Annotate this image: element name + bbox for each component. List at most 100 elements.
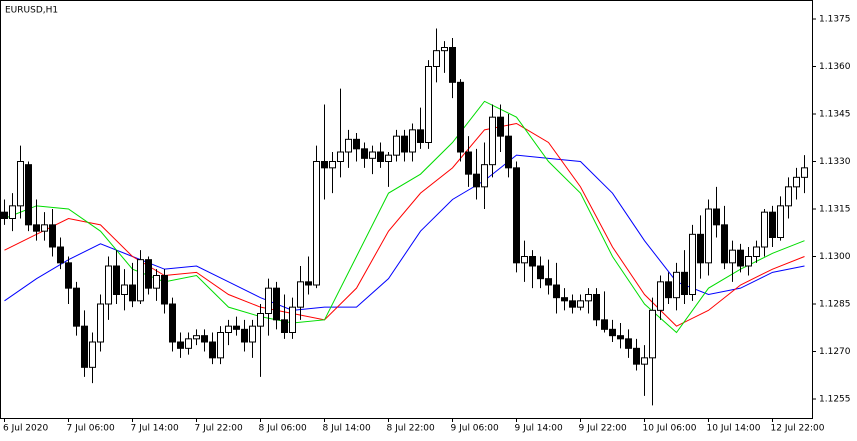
candle-body xyxy=(465,151,472,175)
candle-body xyxy=(609,328,616,337)
candle-body xyxy=(425,66,432,143)
candle-body xyxy=(25,164,32,226)
alligator-line xyxy=(4,154,805,311)
candle-body xyxy=(33,224,40,232)
candle-body xyxy=(657,281,664,311)
candle-body xyxy=(745,256,752,267)
candle-body xyxy=(449,47,456,83)
candle-body xyxy=(369,151,376,159)
x-tick-label: 7 Jul 22:00 xyxy=(195,424,244,434)
candle-body xyxy=(537,265,544,280)
candle-body xyxy=(81,325,88,368)
candle-body xyxy=(169,303,176,343)
candle-body xyxy=(393,135,400,156)
y-tick-label: 1.1315 xyxy=(819,205,851,215)
candle-body xyxy=(121,284,128,295)
candle-body xyxy=(489,116,496,166)
candle-body xyxy=(313,161,320,286)
candle-body xyxy=(409,129,416,153)
candle-body xyxy=(257,313,264,327)
y-tick-label: 1.1360 xyxy=(819,62,851,72)
candle-body xyxy=(553,284,560,299)
candle-body xyxy=(561,297,568,302)
candle-body xyxy=(649,309,656,359)
candle-body xyxy=(785,186,792,207)
x-tick-label: 10 Jul 06:00 xyxy=(643,424,697,434)
candle-body xyxy=(281,319,288,334)
candle-body xyxy=(753,246,760,257)
candle-body xyxy=(761,211,768,248)
candle-body xyxy=(89,341,96,368)
candle-body xyxy=(505,135,512,169)
candle-body xyxy=(217,332,224,359)
x-tick-label: 12 Jul 22:00 xyxy=(771,424,825,434)
candle-body xyxy=(433,50,440,68)
x-tick-label: 8 Jul 14:00 xyxy=(323,424,372,434)
candle-body xyxy=(1,211,8,220)
candle-body xyxy=(441,47,448,52)
candle-body xyxy=(473,173,480,188)
x-tick-label: 7 Jul 06:00 xyxy=(67,424,116,434)
candle-body xyxy=(521,256,528,264)
y-tick-label: 1.1270 xyxy=(819,347,851,357)
candle-body xyxy=(105,265,112,305)
candle-body xyxy=(793,176,800,188)
x-tick-label: 7 Jul 14:00 xyxy=(131,424,180,434)
candle-body xyxy=(681,271,688,296)
candle-body xyxy=(377,151,384,162)
y-tick-label: 1.1285 xyxy=(819,300,851,310)
candle-body xyxy=(529,256,536,267)
candle-body xyxy=(265,287,272,314)
candle-body xyxy=(337,151,344,162)
candle-body xyxy=(225,325,232,333)
candle-body xyxy=(545,278,552,286)
chart-title: EURUSD,H1 xyxy=(5,6,58,16)
candle-body xyxy=(721,224,728,264)
candle-body xyxy=(585,294,592,302)
candle-body xyxy=(57,246,64,264)
candle-body xyxy=(345,138,352,153)
candle-body xyxy=(161,275,168,305)
candle-body xyxy=(297,281,304,308)
candle-body xyxy=(177,341,184,349)
y-tick-label: 1.1345 xyxy=(819,110,851,120)
candle-body xyxy=(713,208,720,226)
candle-body xyxy=(353,138,360,150)
candle-body xyxy=(145,259,152,289)
candle-body xyxy=(577,300,584,308)
candle-body xyxy=(417,129,424,143)
x-tick-label: 10 Jul 14:00 xyxy=(707,424,761,434)
y-tick-label: 1.1300 xyxy=(819,252,851,262)
candle-body xyxy=(625,338,632,349)
candle-body xyxy=(153,275,160,289)
candle-body xyxy=(665,281,672,299)
candle-body xyxy=(209,341,216,359)
candle-body xyxy=(9,205,16,219)
candle-body xyxy=(497,116,504,137)
candle-body xyxy=(241,328,248,343)
y-tick-label: 1.1255 xyxy=(819,395,851,405)
candle-body xyxy=(673,271,680,299)
candle-body xyxy=(769,211,776,239)
candle-body xyxy=(193,335,200,340)
candle-body xyxy=(361,148,368,159)
candle-body xyxy=(185,338,192,349)
candle-body xyxy=(65,262,72,289)
candle-body xyxy=(697,233,704,264)
candle-body xyxy=(633,347,640,365)
candle-body xyxy=(401,135,408,153)
candle-body xyxy=(289,306,296,333)
candle-body xyxy=(617,335,624,340)
candle-body xyxy=(201,335,208,343)
candle-body xyxy=(113,265,120,295)
candle-body xyxy=(41,224,48,232)
x-tick-label: 8 Jul 06:00 xyxy=(259,424,308,434)
x-tick-label: 6 Jul 2020 xyxy=(3,424,48,434)
candle-body xyxy=(641,357,648,365)
candle-body xyxy=(273,287,280,321)
candle-body xyxy=(97,303,104,343)
candle-body xyxy=(321,161,328,169)
candle-body xyxy=(777,205,784,238)
